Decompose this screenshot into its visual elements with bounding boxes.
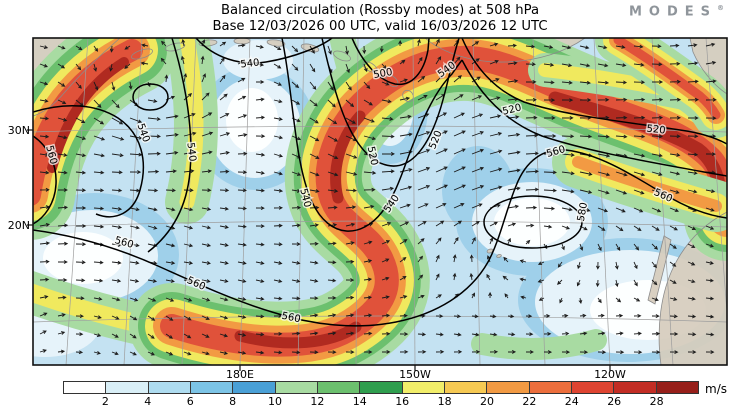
colorbar-tick-label: 2 bbox=[101, 395, 109, 408]
colorbar-tick-label: 22 bbox=[522, 395, 537, 408]
wind-vectors bbox=[39, 38, 717, 356]
colorbar-cell bbox=[655, 382, 698, 393]
registered-mark: ® bbox=[717, 4, 724, 12]
colorbar-ticks: 2 4 6 8 10 12 14 16 18 20 22 24 26 28 bbox=[63, 395, 699, 408]
colorbar-cell bbox=[64, 382, 106, 393]
colorbar-tick-label: 14 bbox=[352, 395, 367, 408]
modes-logo: MODES® bbox=[629, 4, 724, 19]
contour-label: 520 bbox=[646, 124, 666, 137]
chart-title: Balanced circulation (Rossby modes) at 5… bbox=[220, 3, 540, 18]
colorbar-unit: m/s bbox=[705, 382, 727, 396]
lon-tick-label: 120W bbox=[594, 368, 626, 381]
colorbar-tick-label: 18 bbox=[437, 395, 452, 408]
lon-tick-label: 150W bbox=[399, 368, 431, 381]
colorbar-tick-label: 16 bbox=[395, 395, 410, 408]
colorbar-cell bbox=[486, 382, 529, 393]
colorbar-cell bbox=[613, 382, 656, 393]
colorbar bbox=[63, 381, 699, 394]
colorbar-tick-label: 24 bbox=[564, 395, 579, 408]
colorbar-cell bbox=[359, 382, 402, 393]
axis-ticks bbox=[27, 129, 611, 371]
colorbar-cell bbox=[274, 382, 317, 393]
colorbar-cell bbox=[401, 382, 444, 393]
colorbar-cell bbox=[528, 382, 571, 393]
lat-tick-label: 30N bbox=[7, 124, 30, 137]
colorbar-tick-label: 10 bbox=[268, 395, 282, 408]
map-content: 5405605405405005205205405605605605405205… bbox=[33, 38, 727, 365]
wind-arrow-glyphs bbox=[39, 38, 717, 356]
colorbar-tick-label: 8 bbox=[229, 395, 237, 408]
colorbar-cell bbox=[443, 382, 487, 393]
contour-label: 540 bbox=[184, 142, 197, 162]
lat-tick-label: 20N bbox=[7, 219, 30, 232]
colorbar-cell bbox=[189, 382, 233, 393]
graticule bbox=[33, 38, 727, 365]
colorbar-cell bbox=[570, 382, 614, 393]
contour-label: 580 bbox=[576, 202, 590, 223]
colorbar-tick-label: 6 bbox=[186, 395, 194, 408]
chart-subtitle: Base 12/03/2026 00 UTC, valid 16/03/2026… bbox=[212, 19, 548, 34]
colorbar-tick-label: 4 bbox=[144, 395, 152, 408]
colorbar-tick-label: 26 bbox=[607, 395, 622, 408]
lon-tick-label: 180E bbox=[226, 368, 254, 381]
colorbar-cell bbox=[316, 382, 360, 393]
modes-logo-text: MODES bbox=[628, 4, 717, 20]
colorbar-cell bbox=[105, 382, 148, 393]
colorbar-cell bbox=[147, 382, 190, 393]
colorbar-cell bbox=[232, 382, 275, 393]
contour-label: 540 bbox=[240, 58, 260, 71]
chart-header: Balanced circulation (Rossby modes) at 5… bbox=[33, 3, 727, 35]
map-frame bbox=[32, 37, 728, 366]
colorbar-tick-label: 20 bbox=[480, 395, 494, 408]
colorbar-tick-label: 28 bbox=[649, 395, 664, 408]
colorbar-tick-label: 12 bbox=[310, 395, 325, 408]
height-contours bbox=[33, 38, 727, 327]
contour-label: 500 bbox=[373, 67, 394, 81]
